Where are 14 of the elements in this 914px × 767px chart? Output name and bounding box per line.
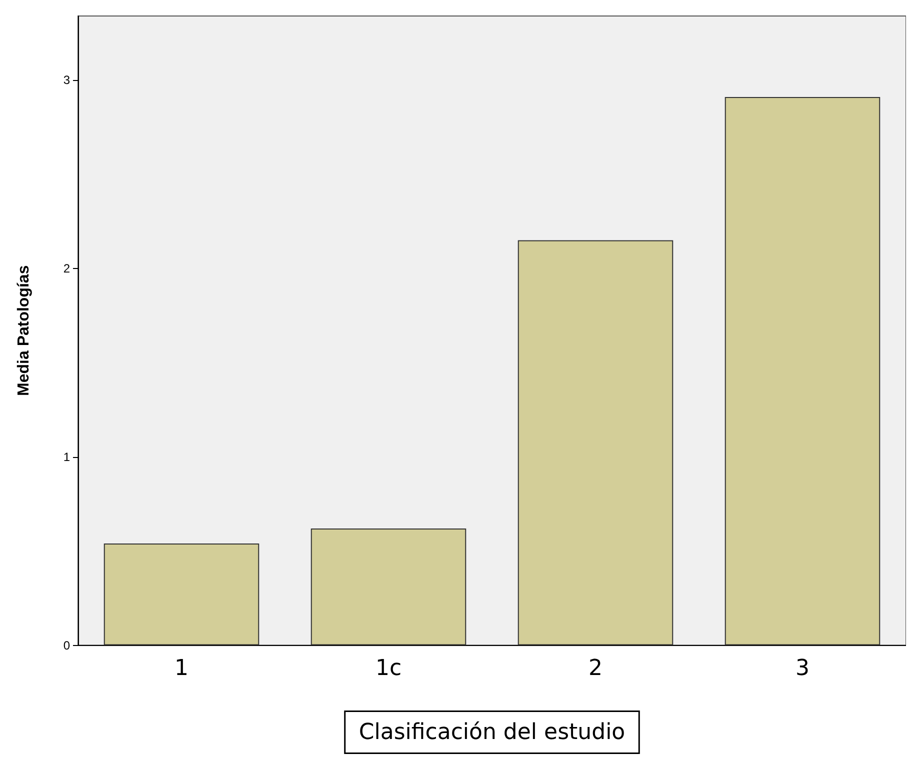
y-tick-label: 2 <box>63 261 70 276</box>
bar <box>724 97 880 646</box>
x-tick-label: 1 <box>174 656 188 681</box>
bar <box>518 240 674 646</box>
x-axis-title: Clasificación del estudio <box>358 720 626 745</box>
y-tick-label: 1 <box>63 450 70 464</box>
bar <box>104 544 260 646</box>
y-tick-label: 0 <box>63 638 70 652</box>
x-tick-label: 2 <box>588 656 602 681</box>
y-tick-label: 3 <box>63 73 70 88</box>
bar <box>310 528 466 646</box>
y-axis-title: Media Patologías <box>16 265 32 396</box>
x-tick-label: 3 <box>796 656 810 681</box>
x-tick-label: 1c <box>375 656 402 681</box>
